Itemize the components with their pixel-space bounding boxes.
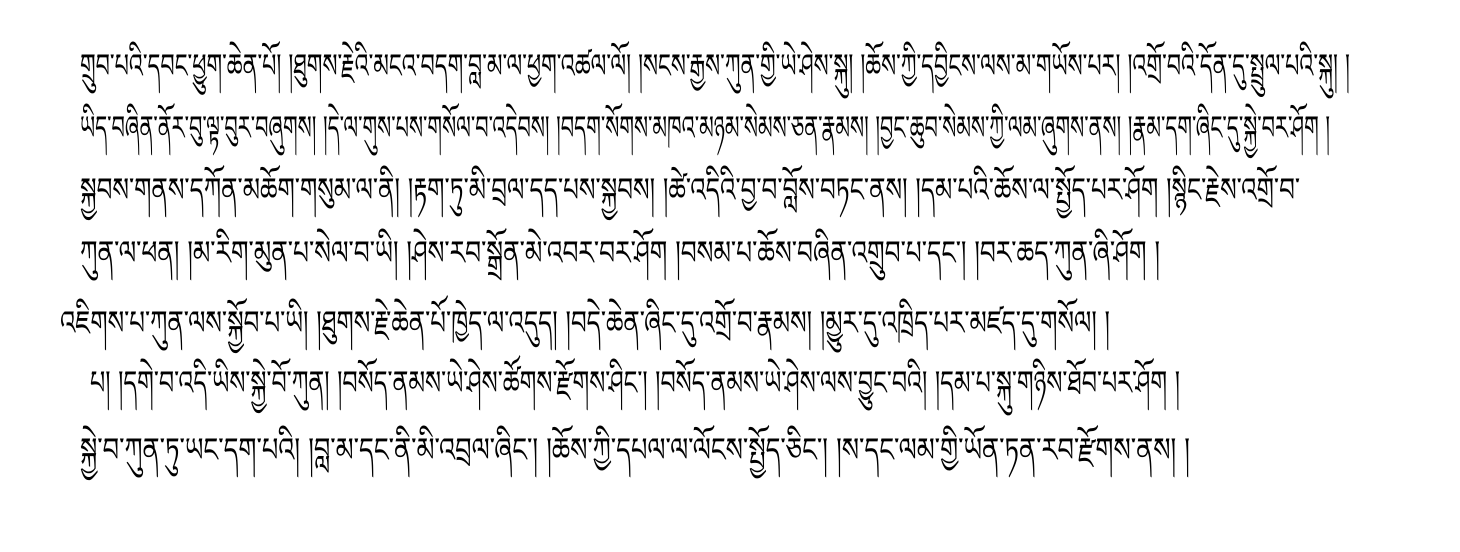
manuscript-line: ཀུན་ལ་ཕན། །མ་རིག་མུན་པ་སེལ་བ་ཡི། །ཤེས་རབ…: [80, 228, 1160, 282]
manuscript-line: སྐྱེ་བ་ཀུན་ཏུ་ཡང་དག་པའི། །བླ་མ་དང་ནི་མི་…: [80, 425, 1190, 481]
manuscript-line: གྲུབ་པའི་དབང་ཕྱུག་ཆེན་པོ། །ཐུགས་རྗེའི་མང…: [80, 41, 1350, 99]
manuscript-line: པ། །དགེ་བ་འདི་ཡིས་སྐྱེ་བོ་ཀུན། །བསོད་ནམས…: [90, 355, 1180, 416]
manuscript-line: སྐྱབས་གནས་དཀོན་མཆོག་གསུམ་ལ་ནི། །རྟག་ཏུ་མ…: [80, 165, 1300, 221]
manuscript-line: འཇིགས་པ་ཀུན་ལས་སྐྱོབ་པ་ཡི། །ཐུགས་རྗེ་ཆེན…: [60, 295, 1110, 354]
manuscript-line: ཡིད་བཞིན་ནོར་བུ་ལྟ་བུར་བཞུགས། །དེ་ལ་གུས་…: [80, 103, 1330, 159]
